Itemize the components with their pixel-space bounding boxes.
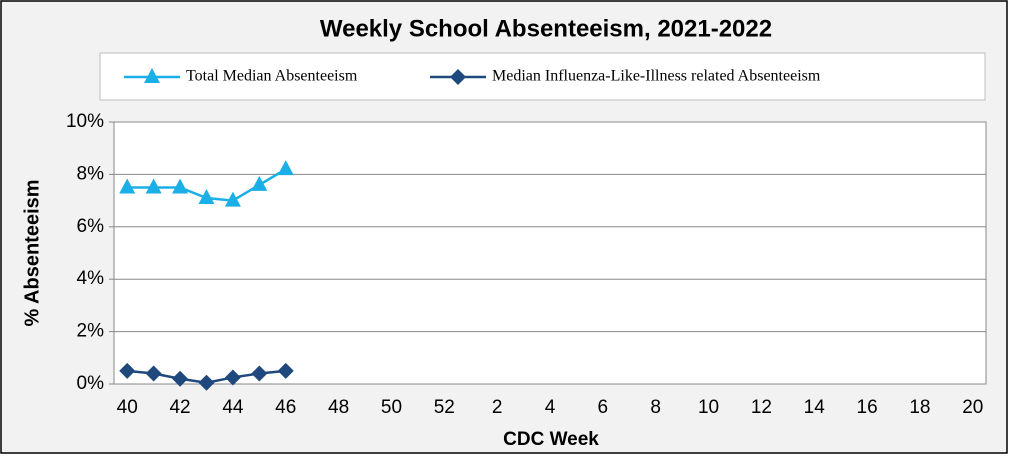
x-tick-label: 20 — [962, 397, 983, 418]
y-tick-label: 10% — [66, 111, 104, 132]
x-tick-label: 2 — [492, 397, 503, 418]
marker — [198, 188, 215, 204]
x-tick-label: 52 — [434, 397, 455, 418]
legend-label: Median Influenza-Like-Illness related Ab… — [492, 68, 821, 85]
x-tick-label: 16 — [857, 397, 878, 418]
marker — [172, 370, 189, 387]
y-tick-label: 4% — [77, 268, 105, 289]
marker — [172, 178, 189, 194]
y-tick-label: 6% — [77, 216, 105, 237]
marker — [277, 160, 294, 176]
x-tick-label: 40 — [117, 397, 138, 418]
legend-label: Total Median Absenteeism — [186, 68, 358, 85]
x-tick-label: 6 — [598, 397, 609, 418]
plot-area — [113, 121, 987, 385]
x-tick-label: 50 — [381, 397, 402, 418]
y-axis-label: % Absenteeism — [21, 179, 43, 326]
marker — [145, 365, 162, 382]
x-tick-label: 12 — [751, 397, 772, 418]
x-tick-label: 48 — [328, 397, 349, 418]
x-axis-label: CDC Week — [503, 429, 599, 450]
marker — [119, 178, 136, 194]
marker — [144, 68, 160, 83]
marker — [277, 362, 294, 379]
x-tick-label: 46 — [275, 397, 296, 418]
x-tick-label: 18 — [909, 397, 930, 418]
marker — [198, 374, 215, 391]
marker — [119, 362, 136, 379]
marker — [224, 191, 241, 207]
x-tick-label: 8 — [650, 397, 661, 418]
marker — [251, 365, 268, 382]
x-tick-label: 44 — [222, 397, 244, 418]
legend-box — [99, 52, 986, 101]
y-tick-label: 0% — [77, 373, 105, 394]
x-tick-label: 42 — [169, 397, 190, 418]
chart-title: Weekly School Absenteeism, 2021-2022 — [320, 15, 772, 42]
marker — [251, 175, 268, 191]
marker — [224, 369, 241, 386]
x-tick-label: 4 — [545, 397, 556, 418]
x-tick-label: 10 — [698, 397, 719, 418]
x-tick-label: 14 — [804, 397, 826, 418]
y-tick-label: 8% — [77, 163, 105, 184]
y-tick-label: 2% — [77, 321, 105, 342]
marker — [450, 69, 466, 85]
marker — [145, 178, 162, 194]
